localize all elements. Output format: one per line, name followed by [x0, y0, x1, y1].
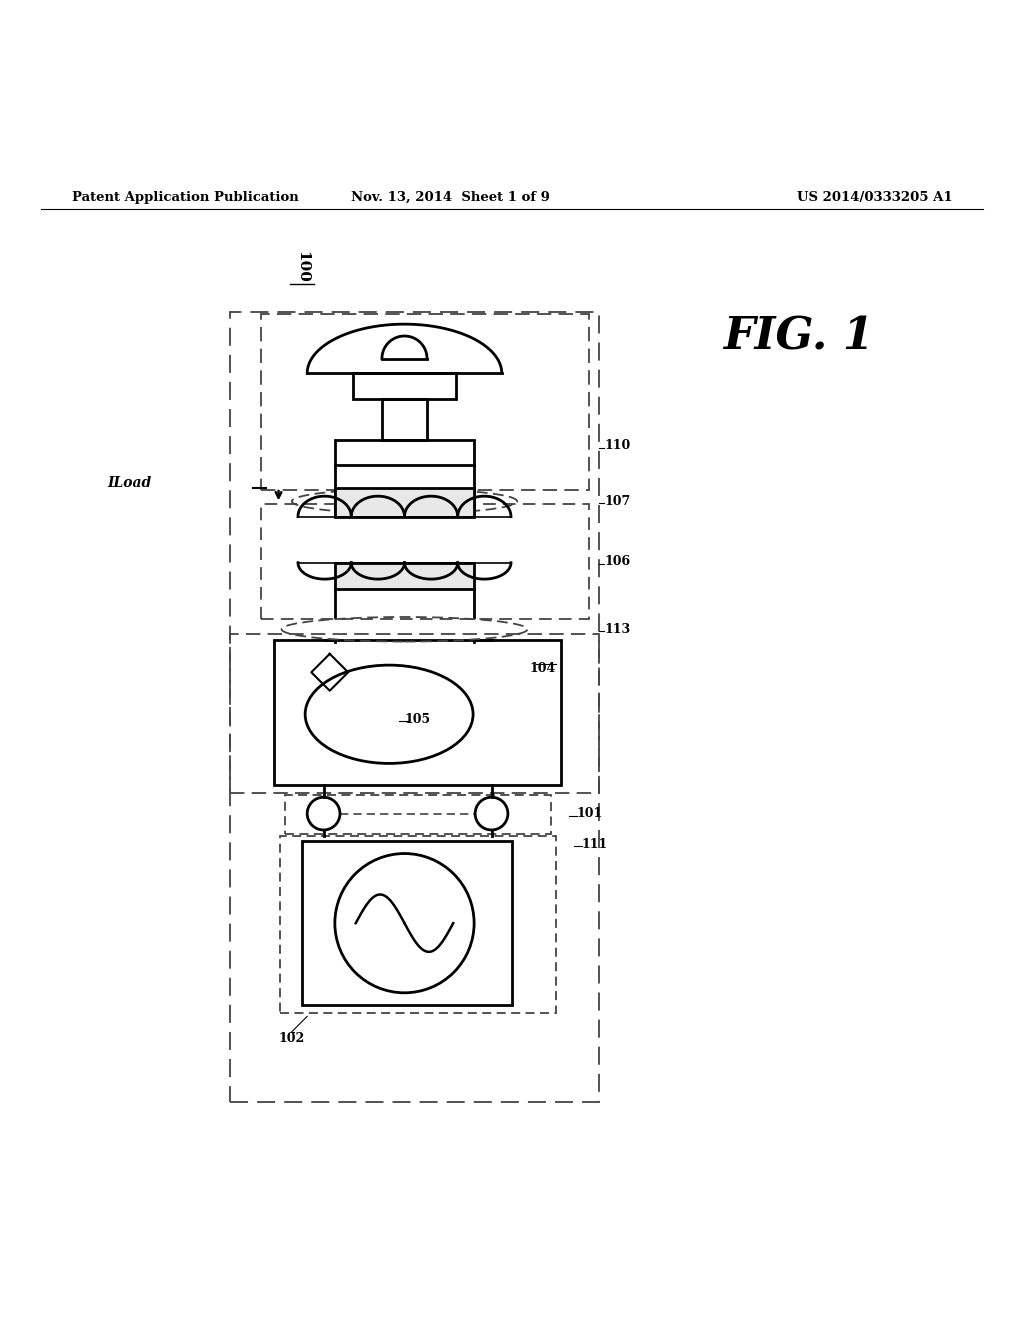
Text: US 2014/0333205 A1: US 2014/0333205 A1: [797, 190, 952, 203]
Bar: [280, 836, 556, 1014]
Text: ILoad: ILoad: [108, 475, 152, 490]
Bar: [261, 504, 589, 619]
Bar: [382, 399, 427, 440]
Text: 102: 102: [279, 1032, 305, 1044]
Bar: [353, 374, 456, 399]
Bar: [230, 635, 599, 793]
Text: 105: 105: [404, 713, 431, 726]
Bar: [261, 314, 589, 490]
Text: 104: 104: [529, 663, 556, 675]
Bar: [285, 795, 551, 834]
Bar: [335, 440, 474, 466]
Text: 107: 107: [604, 495, 631, 508]
Text: Nov. 13, 2014  Sheet 1 of 9: Nov. 13, 2014 Sheet 1 of 9: [351, 190, 550, 203]
Bar: [274, 639, 561, 785]
Bar: [335, 562, 474, 589]
Text: 101: 101: [577, 807, 603, 820]
Text: Patent Application Publication: Patent Application Publication: [72, 190, 298, 203]
Text: 100: 100: [295, 251, 309, 284]
Text: 110: 110: [604, 440, 631, 453]
Text: 106: 106: [604, 556, 631, 568]
Bar: [230, 312, 599, 1102]
Text: 111: 111: [582, 838, 608, 851]
Bar: [302, 841, 512, 1005]
Bar: [335, 488, 474, 516]
Text: FIG. 1: FIG. 1: [723, 315, 874, 359]
Text: 113: 113: [604, 623, 631, 636]
